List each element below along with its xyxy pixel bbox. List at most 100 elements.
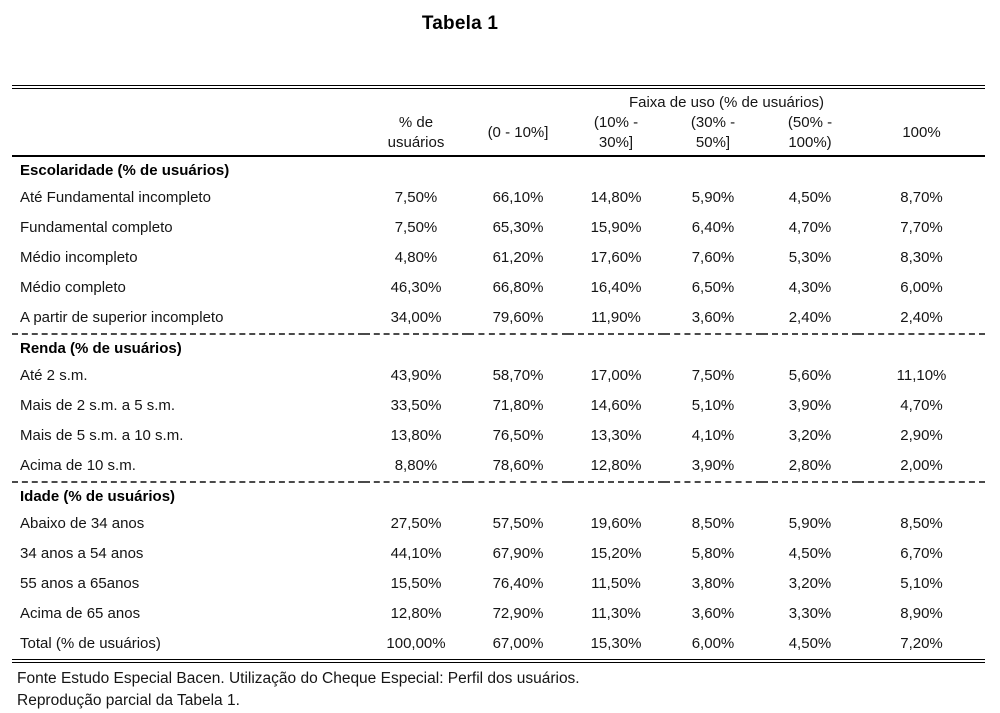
section-header: Idade (% de usuários): [12, 481, 986, 509]
value-cell: 15,20%: [590, 545, 642, 562]
value-cell: 4,50%: [788, 545, 832, 562]
value-cell: 17,60%: [590, 249, 642, 266]
value-cell: 3,90%: [691, 457, 735, 474]
value-cell: 15,50%: [390, 575, 442, 592]
table-row: Médio completo 46,30% 66,80% 16,40% 6,50% 4,3…: [12, 273, 985, 303]
value-cell: 76,40%: [492, 575, 544, 592]
value-cell: 46,30%: [390, 279, 442, 296]
table-container: Faixa de uso (% de usuários) % de usuári…: [12, 85, 986, 663]
value-cell: 4,30%: [788, 279, 832, 296]
section-header: Renda (% de usuários): [12, 333, 986, 361]
row-label: Até Fundamental incompleto: [20, 189, 211, 206]
value-cell: 4,70%: [900, 397, 943, 414]
table-row: A partir de superior incompleto 34,00% 79,…: [12, 303, 985, 334]
value-cell: 3,60%: [691, 309, 735, 326]
value-cell: 4,80%: [394, 249, 438, 266]
column-header-30-50: (30% - 50%]: [664, 113, 762, 157]
value-cell: 8,90%: [900, 605, 943, 622]
table-row: Até Fundamental incompleto 7,50% 66,10% 14,…: [12, 183, 985, 213]
column-header-100: 100%: [858, 113, 986, 157]
value-cell: 3,80%: [691, 575, 735, 592]
row-label: Total (% de usuários): [20, 635, 161, 652]
data-table: Faixa de uso (% de usuários) % de usuári…: [12, 85, 986, 663]
footnote-source: Fonte Estudo Especial Bacen. Utilização …: [17, 670, 580, 687]
value-cell: 58,70%: [492, 367, 544, 384]
table-row: Abaixo de 34 anos 27,50% 57,50% 19,60% 8,50%…: [12, 509, 985, 539]
total-row: Total (% de usuários) 100,00% 67,00% 15,30%…: [12, 629, 985, 661]
value-cell: 66,80%: [492, 279, 544, 296]
table-row: 34 anos a 54 anos 44,10% 67,90% 15,20% 5,80%…: [12, 539, 985, 569]
value-cell: 33,50%: [390, 397, 442, 414]
value-cell: 4,70%: [788, 219, 832, 236]
value-cell: 3,60%: [691, 605, 735, 622]
value-cell: 5,90%: [788, 515, 832, 532]
row-label: Acima de 10 s.m.: [20, 457, 136, 474]
value-cell: 5,10%: [691, 397, 735, 414]
value-cell: 16,40%: [590, 279, 642, 296]
value-cell: 2,00%: [900, 457, 943, 474]
column-header-0-10: (0 - 10%]: [468, 113, 568, 157]
value-cell: 6,00%: [691, 635, 735, 652]
value-cell: 57,50%: [492, 515, 544, 532]
row-label: Acima de 65 anos: [20, 605, 141, 622]
table-header: Faixa de uso (% de usuários) % de usuári…: [12, 87, 986, 157]
value-cell: 4,50%: [788, 189, 832, 206]
value-cell: 6,70%: [900, 545, 943, 562]
group-header-spacer: [12, 87, 468, 113]
value-cell: 65,30%: [492, 219, 544, 236]
value-cell: 2,40%: [900, 309, 943, 326]
value-cell: 3,20%: [788, 427, 832, 444]
value-cell: 66,10%: [492, 189, 544, 206]
value-cell: 6,50%: [691, 279, 735, 296]
section-header-row: Renda (% de usuários): [12, 333, 986, 361]
value-cell: 5,80%: [691, 545, 735, 562]
group-header-row: Faixa de uso (% de usuários): [12, 87, 985, 113]
value-cell: 7,20%: [900, 635, 943, 652]
value-cell: 7,50%: [394, 189, 438, 206]
value-cell: 2,40%: [788, 309, 832, 326]
table-row: Mais de 2 s.m. a 5 s.m. 33,50% 71,80% 14,60…: [12, 391, 985, 421]
row-label: A partir de superior incompleto: [20, 309, 224, 326]
table-footnote: Fonte Estudo Especial Bacen. Utilização …: [17, 668, 985, 712]
value-cell: 8,70%: [900, 189, 943, 206]
value-cell: 17,00%: [590, 367, 642, 384]
table-body: Escolaridade (% de usuários) Até Fundamen…: [12, 156, 986, 661]
value-cell: 7,70%: [900, 219, 943, 236]
value-cell: 14,80%: [590, 189, 642, 206]
row-label: Médio completo: [20, 279, 126, 296]
value-cell: 3,90%: [788, 397, 832, 414]
value-cell: 7,50%: [691, 367, 735, 384]
value-cell: 4,50%: [788, 635, 832, 652]
row-label: Abaixo de 34 anos: [20, 515, 145, 532]
row-label: Mais de 5 s.m. a 10 s.m.: [20, 427, 184, 444]
value-cell: 11,10%: [896, 367, 947, 384]
row-label: Médio incompleto: [20, 249, 138, 266]
value-cell: 7,60%: [691, 249, 735, 266]
value-cell: 11,30%: [591, 605, 641, 622]
table-row: Fundamental completo 7,50% 65,30% 15,90% 6,4…: [12, 213, 985, 243]
value-cell: 34,00%: [390, 309, 442, 326]
value-cell: 15,30%: [590, 635, 642, 652]
value-cell: 43,90%: [390, 367, 442, 384]
value-cell: 3,20%: [788, 575, 832, 592]
value-cell: 12,80%: [590, 457, 642, 474]
value-cell: 6,40%: [691, 219, 735, 236]
value-cell: 67,90%: [492, 545, 544, 562]
value-cell: 8,50%: [900, 515, 943, 532]
section-header-row: Idade (% de usuários): [12, 481, 986, 509]
section-header: Escolaridade (% de usuários): [20, 162, 230, 179]
row-label: Fundamental completo: [20, 219, 173, 236]
table-row: Acima de 65 anos 12,80% 72,90% 11,30% 3,60% 3…: [12, 599, 985, 629]
value-cell: 13,30%: [590, 427, 642, 444]
row-label: 55 anos a 65anos: [20, 575, 140, 592]
value-cell: 15,90%: [590, 219, 642, 236]
value-cell: 5,30%: [788, 249, 832, 266]
value-cell: 71,80%: [492, 397, 544, 414]
value-cell: 2,90%: [900, 427, 943, 444]
value-cell: 14,60%: [590, 397, 642, 414]
section-header-row: Escolaridade (% de usuários): [12, 156, 985, 183]
column-header-row: % de usuários (0 - 10%] (10% - 30%] (30%…: [12, 113, 986, 157]
value-cell: 8,80%: [394, 457, 438, 474]
page-title: Tabela 1: [421, 13, 499, 34]
